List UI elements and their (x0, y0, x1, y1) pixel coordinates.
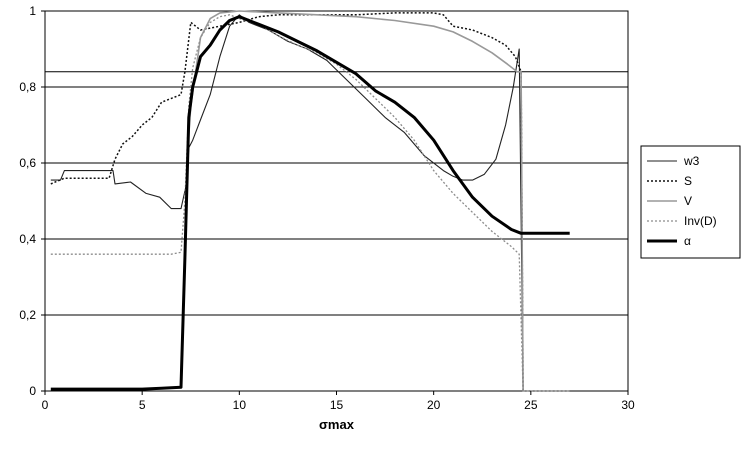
gridlines (45, 10, 628, 392)
legend-label: Inv(D) (684, 214, 717, 228)
x-tick-label: 15 (330, 398, 344, 412)
legend: w3 SV Inv(D) α (640, 145, 741, 259)
x-tick-label: 10 (233, 398, 247, 412)
legend-label: α (684, 234, 691, 248)
series-line-3 (186, 10, 570, 392)
x-axis-title: σmax (319, 417, 355, 432)
legend-label: w3 (683, 154, 700, 168)
legend-box (640, 145, 741, 259)
y-tick-label: 0,6 (19, 156, 36, 170)
axis-ticks: 0 5 10 15 20 25 30 0 0,2 0,4 0,6 0,8 1 (19, 4, 635, 412)
x-tick-label: 30 (621, 398, 635, 412)
series-lines (50, 10, 570, 392)
y-tick-label: 1 (29, 4, 36, 18)
x-tick-label: 25 (524, 398, 538, 412)
series-line-2 (50, 12, 570, 392)
y-tick-label: 0,4 (19, 232, 36, 246)
series-line-5 (50, 15, 570, 391)
series-line-4 (50, 14, 570, 392)
y-tick-label: 0 (29, 384, 36, 398)
series-line-1 (50, 14, 570, 392)
y-tick-label: 0,8 (19, 80, 36, 94)
x-tick-label: 0 (42, 398, 49, 412)
legend-label: V (684, 194, 692, 208)
y-tick-label: 0,2 (19, 308, 36, 322)
x-tick-label: 20 (427, 398, 441, 412)
legend-label: S (684, 174, 692, 188)
x-tick-label: 5 (139, 398, 146, 412)
plot-frame (44, 10, 629, 392)
